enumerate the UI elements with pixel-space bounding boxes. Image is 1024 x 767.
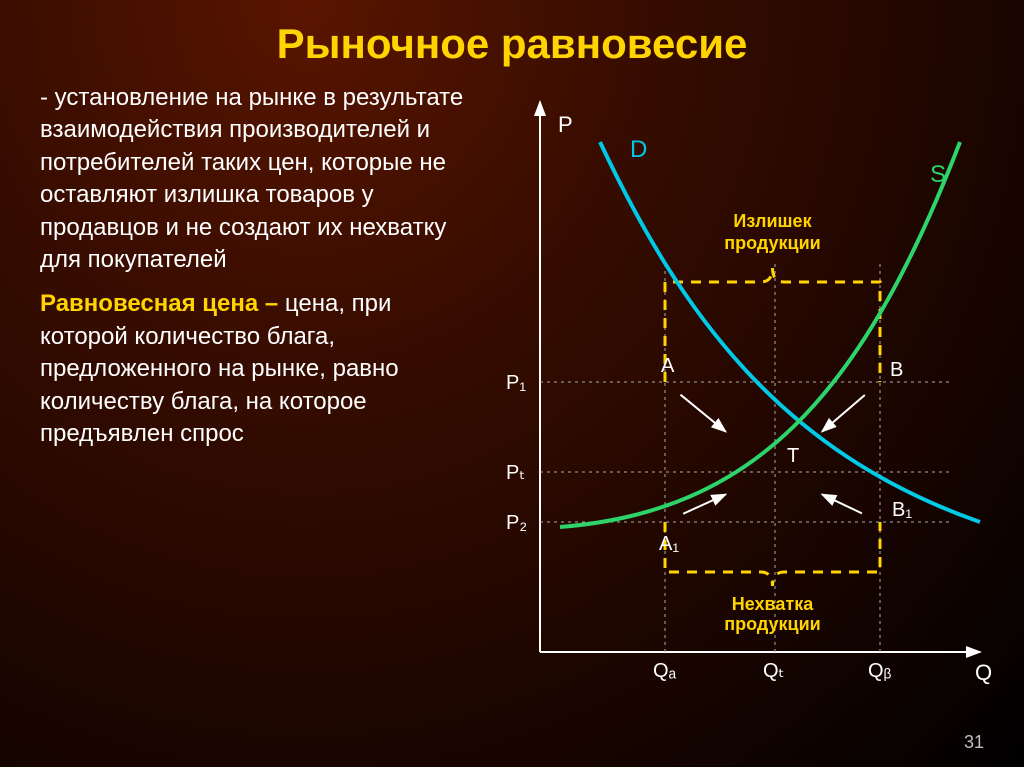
svg-text:Qₐ: Qₐ: [653, 660, 677, 682]
svg-text:Нехватка: Нехватка: [732, 594, 814, 614]
svg-text:Pₜ: Pₜ: [506, 462, 525, 484]
content-row: - установление на рынке в результате вза…: [40, 82, 984, 702]
svg-text:P₁: P₁: [506, 372, 526, 394]
svg-text:A: A: [661, 355, 675, 377]
definition-dash: -: [40, 84, 55, 111]
svg-text:P₂: P₂: [506, 512, 527, 534]
svg-text:Qᵦ: Qᵦ: [868, 660, 892, 682]
svg-text:A₁: A₁: [659, 533, 679, 555]
equilibrium-chart: PQP₁PₜP₂QₐQₜQᵦИзлишекпродукцииНехваткапр…: [500, 82, 1000, 702]
svg-text:D: D: [630, 136, 647, 163]
svg-text:Qₜ: Qₜ: [763, 660, 784, 682]
svg-text:T: T: [787, 445, 799, 467]
svg-text:B: B: [890, 359, 903, 381]
slide-title: Рыночное равновесие: [40, 20, 984, 68]
svg-text:Q: Q: [975, 660, 992, 685]
chart-column: PQP₁PₜP₂QₐQₜQᵦИзлишекпродукцииНехваткапр…: [500, 82, 1000, 702]
text-column: - установление на рынке в результате вза…: [40, 82, 480, 702]
svg-text:S: S: [930, 161, 946, 188]
svg-text:продукции: продукции: [724, 614, 821, 634]
svg-text:P: P: [558, 112, 573, 137]
svg-text:B₁: B₁: [892, 499, 912, 521]
svg-text:Излишек: Излишек: [733, 211, 812, 231]
term-label: Равновесная цена –: [40, 290, 285, 317]
definition-paragraph: - установление на рынке в результате вза…: [40, 82, 480, 276]
definition-text: установление на рынке в результате взаим…: [40, 84, 463, 273]
svg-text:продукции: продукции: [724, 233, 821, 253]
term-paragraph: Равновесная цена – цена, при которой кол…: [40, 288, 480, 450]
slide: Рыночное равновесие - установление на ры…: [0, 0, 1024, 767]
page-number: 31: [964, 732, 984, 753]
